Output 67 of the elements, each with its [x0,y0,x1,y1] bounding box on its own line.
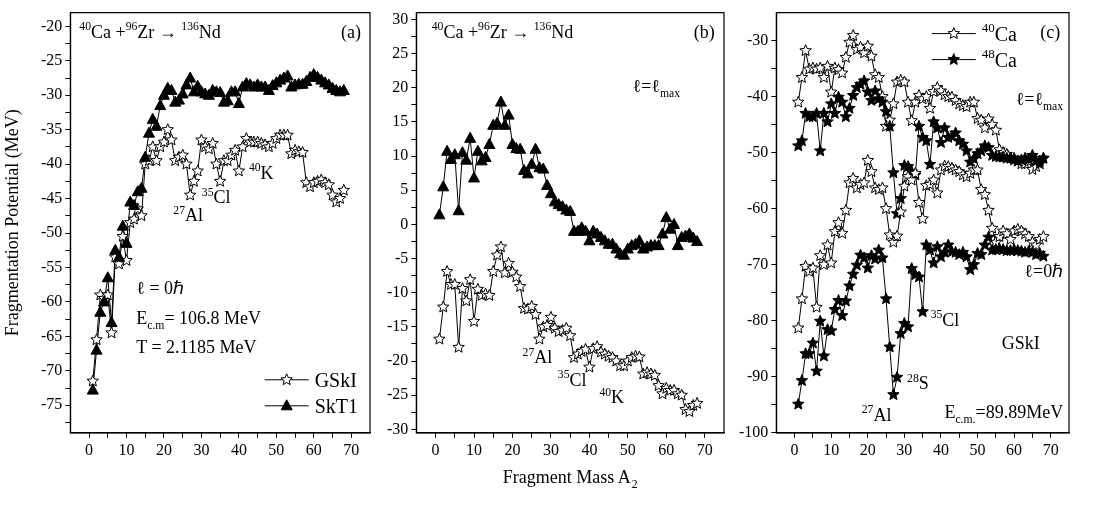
y-tick-label: 10 [392,146,409,164]
y-tick-label: -90 [747,366,769,384]
x-tick-label: 30 [896,440,913,458]
annotation: ℓ = 0ℏ [136,278,185,299]
x-tick-label: 70 [1042,440,1059,458]
y-tick-label: -10 [387,282,409,300]
annotation: (a) [341,21,362,43]
y-tick-label: -80 [747,310,769,328]
x-tick-label: 40 [230,440,247,458]
x-tick-label: 60 [305,440,322,458]
y-tick-label: -75 [41,395,63,413]
y-tick-label: -50 [747,142,769,160]
annotation: (c) [1040,21,1061,43]
y-tick-label: -50 [41,223,63,241]
y-tick-label: -40 [41,154,63,172]
x-tick-label: 0 [85,440,94,458]
x-tick-label: 40 [581,440,598,458]
legend-label: SkT1 [314,394,358,417]
x-tick-label: 20 [155,440,172,458]
y-tick-label: 20 [392,77,409,95]
y-tick-label: -60 [41,292,63,310]
y-tick-label: 0 [400,214,409,232]
x-tick-label: 50 [619,440,636,458]
y-tick-label: -30 [747,30,769,48]
x-tick-label: 20 [504,440,521,458]
y-tick-label: 15 [392,112,409,130]
x-tick-label: 10 [118,440,135,458]
x-tick-label: 70 [696,440,713,458]
x-tick-label: 60 [658,440,675,458]
legend-label: GSkI [314,368,357,391]
x-tick-label: 10 [823,440,840,458]
y-tick-label: -20 [41,16,63,34]
y-tick-label: -40 [747,86,769,104]
y-tick-label: -65 [41,326,63,344]
y-tick-label: 25 [392,43,409,61]
y-tick-label: -45 [41,188,63,206]
y-axis-title: Fragmentation Potential (MeV) [2,109,23,337]
x-tick-label: 50 [969,440,986,458]
y-tick-label: -15 [387,317,409,335]
y-tick-label: -5 [395,248,409,266]
y-tick-label: -60 [747,198,769,216]
y-tick-label: -55 [41,257,63,275]
x-tick-label: 40 [932,440,949,458]
y-tick-label: -30 [387,419,409,437]
y-tick-label: -30 [41,85,63,103]
x-tick-label: 10 [466,440,483,458]
annotation: (b) [693,21,715,43]
y-tick-label: -25 [387,385,409,403]
x-tick-label: 0 [431,440,440,458]
y-tick-label: -25 [41,51,63,69]
y-tick-label: -100 [739,423,769,440]
y-tick-label: -70 [41,361,63,379]
y-tick-label: -35 [41,119,63,137]
annotation: GSkI [1001,332,1040,353]
annotation: T = 2.1185 MeV [136,336,257,357]
x-tick-label: 20 [859,440,876,458]
x-tick-label: 30 [542,440,559,458]
x-tick-label: 0 [790,440,799,458]
x-tick-label: 60 [1006,440,1023,458]
x-tick-label: 30 [193,440,210,458]
y-tick-label: -20 [387,351,409,369]
x-tick-label: 50 [268,440,285,458]
x-tick-label: 70 [343,440,360,458]
annotation: ℓ=0ℏ [1024,261,1064,282]
y-tick-label: -70 [747,254,769,272]
y-tick-label: 5 [400,180,409,198]
y-tick-label: 30 [392,9,409,27]
